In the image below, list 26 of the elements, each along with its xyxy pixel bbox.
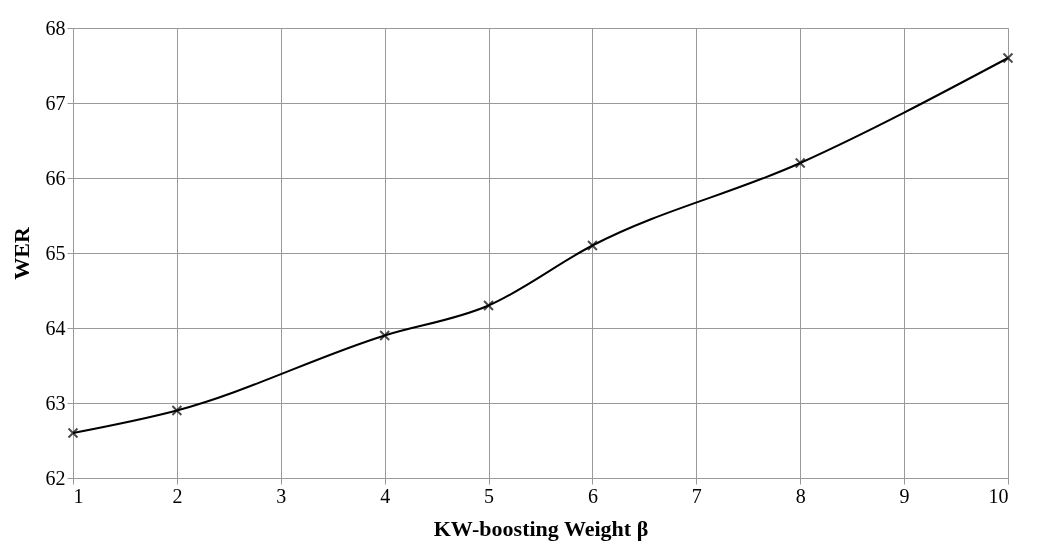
x-tick-label: 9: [899, 484, 910, 507]
y-tick-label: 64: [45, 316, 66, 339]
y-tick-label: 66: [45, 166, 66, 189]
x-tick-label: 3: [276, 484, 287, 507]
x-tick-label: 2: [172, 484, 183, 507]
y-tick-label: 62: [45, 466, 66, 489]
x-tick-label: 8: [795, 484, 806, 507]
x-tick-label: 6: [587, 484, 598, 507]
y-axis-title: WER: [8, 226, 34, 280]
x-tick-label: 4: [380, 484, 391, 507]
y-tick-label: 67: [45, 91, 66, 114]
x-tick-label: 5: [484, 484, 495, 507]
point: [586, 240, 598, 251]
y-tick-label: 65: [45, 241, 66, 264]
point: [379, 330, 391, 341]
point: [1002, 52, 1014, 64]
y-tick-label: 68: [45, 16, 66, 39]
x-tick-label: 1: [73, 484, 84, 507]
x-tick-label: 10: [988, 484, 1009, 507]
x-axis-title: KW-boosting Weight β: [433, 515, 649, 541]
x-tick-label: 7: [691, 484, 702, 507]
point: [483, 300, 495, 311]
point: [67, 427, 79, 439]
y-tick-label: 63: [45, 391, 66, 414]
point: [794, 157, 806, 169]
point: [171, 405, 183, 416]
